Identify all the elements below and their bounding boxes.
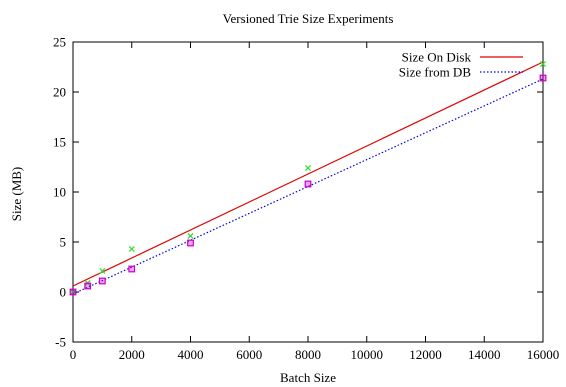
data-point-square bbox=[128, 265, 136, 273]
data-point-x bbox=[99, 267, 106, 275]
series-line bbox=[72, 61, 544, 287]
data-point-square bbox=[304, 180, 312, 188]
x-tick-label: 6000 bbox=[236, 347, 262, 362]
x-tick-label: 4000 bbox=[178, 347, 204, 362]
series-layer bbox=[69, 60, 547, 296]
plot-frame bbox=[72, 41, 544, 343]
x-tick-label: 8000 bbox=[295, 347, 321, 362]
y-tick-label: 20 bbox=[53, 85, 66, 100]
data-point-square bbox=[69, 288, 77, 296]
x-tick-label: 12000 bbox=[409, 347, 442, 362]
x-tick-label: 16000 bbox=[527, 347, 560, 362]
data-point-x bbox=[539, 60, 547, 68]
y-tick-label: 25 bbox=[53, 35, 66, 50]
x-axis-label: Batch Size bbox=[280, 370, 336, 385]
chart-title: Versioned Trie Size Experiments bbox=[223, 11, 394, 26]
y-tick-label: 0 bbox=[60, 285, 67, 300]
y-tick-label: -5 bbox=[55, 335, 66, 350]
x-tick-label: 0 bbox=[70, 347, 77, 362]
axis-ticks: 0 2000 4000 6000 8000 10000 12000 14000 16000 -5 0… bbox=[53, 35, 559, 363]
y-tick-label: 5 bbox=[60, 235, 67, 250]
y-tick-label: 15 bbox=[53, 135, 66, 150]
data-point-x bbox=[69, 288, 77, 296]
data-point-square bbox=[187, 239, 194, 247]
data-point-x bbox=[128, 245, 135, 253]
legend-label: Size On Disk bbox=[402, 50, 472, 65]
data-point-square bbox=[539, 74, 547, 82]
series-line bbox=[72, 78, 544, 295]
x-tick-label: 14000 bbox=[468, 347, 501, 362]
y-axis-label: Size (MB) bbox=[9, 167, 24, 222]
data-point-square bbox=[98, 277, 106, 285]
legend-label: Size from DB bbox=[399, 65, 472, 80]
data-point-x bbox=[187, 232, 194, 240]
x-tick-label: 10000 bbox=[351, 347, 384, 362]
x-tick-label: 2000 bbox=[119, 347, 145, 362]
y-tick-label: 10 bbox=[53, 185, 66, 200]
data-point-x bbox=[304, 164, 312, 172]
data-point-square bbox=[84, 282, 92, 290]
